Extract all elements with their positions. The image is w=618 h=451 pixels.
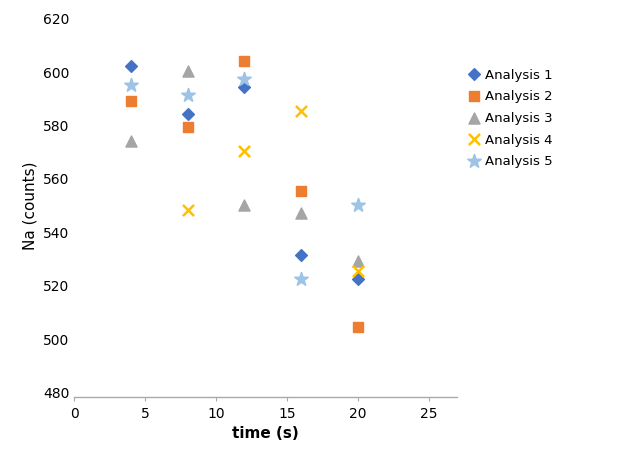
Analysis 3 (353, 258, 363, 265)
Analysis 4 (183, 207, 193, 214)
Legend: Analysis 1, Analysis 2, Analysis 3, Analysis 4, Analysis 5: Analysis 1, Analysis 2, Analysis 3, Anal… (468, 66, 555, 170)
Analysis 1 (353, 276, 363, 283)
Analysis 2 (296, 188, 306, 195)
Analysis 3 (240, 202, 250, 209)
Analysis 1 (240, 84, 250, 92)
Analysis 3 (183, 69, 193, 76)
Analysis 1 (296, 252, 306, 259)
Analysis 2 (183, 124, 193, 132)
Analysis 5 (183, 92, 193, 100)
Analysis 3 (126, 138, 136, 145)
Analysis 5 (240, 77, 250, 84)
Analysis 4 (296, 108, 306, 115)
Analysis 2 (353, 324, 363, 331)
Analysis 1 (183, 111, 193, 118)
Analysis 2 (126, 98, 136, 105)
Analysis 3 (296, 210, 306, 217)
Analysis 2 (240, 58, 250, 65)
Analysis 5 (126, 82, 136, 89)
Analysis 4 (353, 268, 363, 276)
X-axis label: time (s): time (s) (232, 425, 299, 440)
Analysis 4 (240, 148, 250, 156)
Analysis 5 (353, 202, 363, 209)
Analysis 5 (296, 276, 306, 283)
Y-axis label: Na (counts): Na (counts) (22, 161, 37, 249)
Analysis 1 (126, 63, 136, 70)
